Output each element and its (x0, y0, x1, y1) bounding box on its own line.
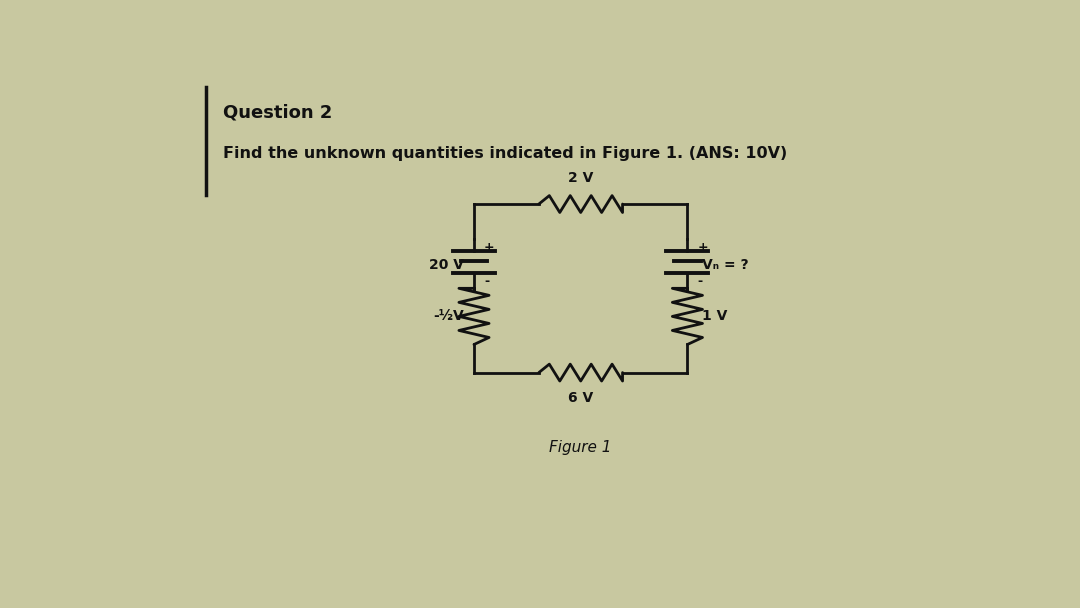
Text: +: + (484, 241, 495, 255)
Text: -½V: -½V (433, 309, 464, 323)
Text: 20 V: 20 V (429, 258, 464, 272)
Text: Vₙ = ?: Vₙ = ? (702, 258, 750, 272)
Text: Find the unknown quantities indicated in Figure 1. (ANS: 10V): Find the unknown quantities indicated in… (222, 145, 787, 161)
Text: 2 V: 2 V (568, 171, 593, 185)
Text: -: - (698, 275, 703, 288)
Text: Figure 1: Figure 1 (550, 440, 612, 455)
Text: +: + (698, 241, 708, 255)
Text: Question 2: Question 2 (222, 103, 333, 122)
Text: 6 V: 6 V (568, 392, 593, 406)
Text: -: - (484, 275, 489, 288)
Text: 1 V: 1 V (702, 309, 728, 323)
